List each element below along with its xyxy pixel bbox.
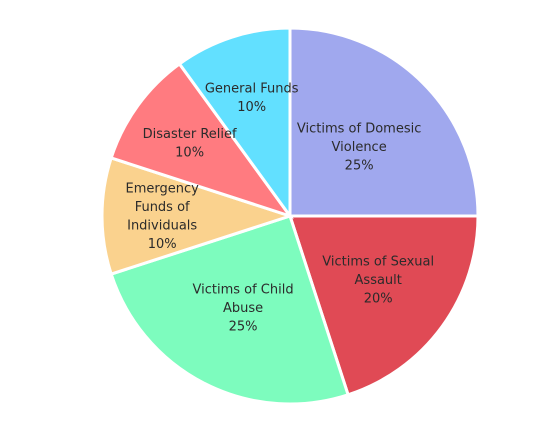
slice-percent-label: 10% (175, 145, 204, 160)
slice-label: General Funds 10% (205, 81, 299, 115)
labels-layer: Victims of Domesic Violence 25%Victims of … (125, 81, 434, 334)
slice-category-label: Abuse (223, 301, 263, 316)
pie-slice (109, 61, 294, 219)
slice-percent-label: 25% (229, 319, 258, 334)
pie-slice (287, 214, 480, 397)
slice-percent-label: 25% (345, 158, 374, 173)
slice-label: Victims of Child Abuse 25% (193, 282, 294, 334)
slice-category-label: Violence (332, 139, 387, 154)
slice-category-label: Disaster Relief (143, 126, 237, 141)
slice-percent-label: 20% (364, 291, 393, 306)
slices-layer (100, 26, 480, 406)
slice-category-label: General Funds (205, 81, 299, 96)
slice-category-label: Victims of Domesic (297, 121, 421, 136)
slice-category-label: Victims of Child (193, 282, 294, 297)
slice-percent-label: 10% (237, 100, 266, 115)
pie-slice (288, 26, 480, 218)
slice-label: Victims of Domesic Violence 25% (297, 121, 421, 173)
pie-slice (100, 156, 295, 276)
slice-category-label: Funds of (135, 199, 190, 214)
slice-label: Victims of Sexual Assault 20% (322, 254, 434, 306)
pie-slice (177, 26, 292, 221)
pie-slice (109, 214, 350, 406)
slice-category-label: Victims of Sexual (322, 254, 434, 269)
slice-category-label: Emergency (125, 181, 199, 196)
slice-label: Disaster Relief 10% (143, 126, 237, 160)
slice-category-label: Assault (355, 273, 402, 288)
slice-category-label: Individuals (127, 218, 197, 233)
slice-label: Emergency Funds of Individuals 10% (125, 181, 199, 252)
slice-percent-label: 10% (148, 236, 177, 251)
